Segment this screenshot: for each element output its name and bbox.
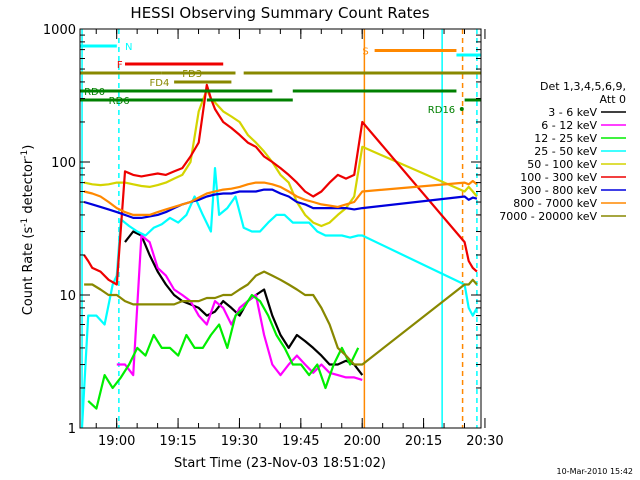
series-line-300_800keV — [83, 188, 478, 219]
x-tick-label: 19:00 — [98, 434, 135, 449]
vertical-markers — [81, 29, 478, 428]
flag-label: F — [117, 60, 123, 71]
y-tick-label: 100 — [51, 156, 76, 171]
x-tick-label: 20:00 — [343, 434, 380, 449]
series-line-25_50keV — [80, 167, 478, 428]
observing-flags: N S F FD3 FD4 RD0 RD6 RD16 — [80, 42, 481, 116]
legend-label: 12 - 25 keV — [534, 132, 597, 145]
series-line-7000_20000keV — [84, 270, 478, 366]
x-tick-label: 20:30 — [466, 434, 503, 449]
y-tick-label: 1 — [68, 422, 76, 437]
series-line-50_100keV — [83, 88, 478, 228]
legend-label: 7000 - 20000 keV — [499, 210, 597, 223]
flag-label: N — [125, 42, 132, 53]
x-axis-label: Start Time (23-Nov-03 18:51:02) — [174, 456, 386, 471]
y-axis-label-sup1: -1 — [20, 218, 30, 227]
legend-header: Att 0 — [600, 93, 626, 106]
y-axis-label-end: ) — [21, 145, 36, 150]
plot-frame — [79, 28, 482, 429]
y-axis-label-sup2: -1 — [20, 150, 30, 159]
flag-label: FD4 — [150, 78, 170, 89]
y-tick-label: 10 — [59, 289, 76, 304]
x-tick-label: 20:15 — [405, 434, 442, 449]
legend-header: Det 1,3,4,5,6,9, — [540, 80, 626, 93]
y-axis-label-main: Count Rate (s — [21, 227, 36, 316]
x-tick-label: 19:30 — [221, 434, 258, 449]
series-line-6_12keV — [116, 234, 363, 381]
y-axis-label: Count Rate (s-1 detector-1) — [20, 145, 36, 316]
y-tick-label: 1000 — [43, 23, 76, 38]
axes: 1 10 100 1000 19:00 19:15 19:30 19:45 20:00 20:15… — [43, 23, 504, 449]
x-tick-label: 19:45 — [282, 434, 319, 449]
flag-label: S — [362, 47, 368, 58]
footer-date: 10-Mar-2010 15:42 — [557, 467, 634, 476]
legend-label: 800 - 7000 keV — [513, 197, 597, 210]
legend-label: 50 - 100 keV — [527, 158, 597, 171]
legend-label: 300 - 800 keV — [520, 184, 597, 197]
flag-label: RD0 — [84, 87, 105, 98]
x-tick-label: 19:15 — [159, 434, 196, 449]
flag-label: RD16 — [428, 105, 455, 116]
flag-label: FD3 — [182, 69, 202, 80]
legend-label: 3 - 6 keV — [548, 106, 597, 119]
series-line-100_300keV — [83, 83, 478, 286]
legend-label: 25 - 50 keV — [534, 145, 597, 158]
flag-label: RD6 — [109, 96, 130, 107]
chart-title: HESSI Observing Summary Count Rates — [130, 4, 429, 22]
legend-label: 100 - 300 keV — [520, 171, 597, 184]
y-axis-label-mid: detector — [21, 158, 36, 218]
series-line-800_7000keV — [83, 179, 478, 216]
flag-marker-dot — [459, 107, 464, 111]
data-series — [80, 83, 478, 428]
legend-label: 6 - 12 keV — [541, 119, 597, 132]
series-line-12_25keV — [87, 293, 360, 410]
